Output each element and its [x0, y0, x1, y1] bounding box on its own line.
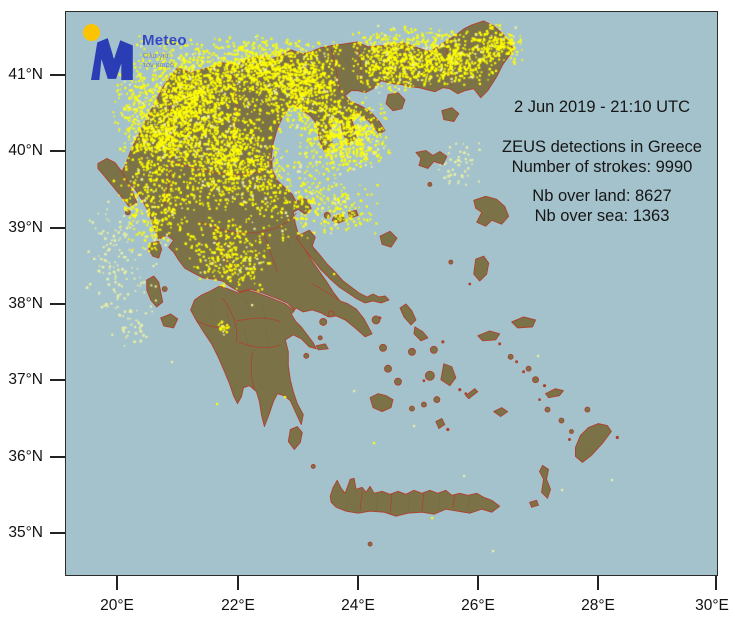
latitude-label: 40°N: [8, 142, 43, 159]
longitude-label: 22°E: [221, 597, 255, 614]
latitude-label: 39°N: [8, 219, 43, 236]
lat-tick-37: [50, 379, 65, 381]
longitude-label: 20°E: [100, 597, 134, 614]
lon-tick-28: [597, 576, 599, 590]
lat-tick-41: [50, 74, 65, 76]
longitude-label: 24°E: [341, 597, 375, 614]
lon-tick-24: [357, 576, 359, 590]
sea-count-text: Nb over sea: 1363: [534, 207, 670, 225]
lat-tick-38: [50, 303, 65, 305]
latitude-label: 36°N: [8, 448, 43, 465]
red-islets: [378, 282, 619, 441]
lon-tick-30: [715, 576, 717, 590]
latitude-label: 41°N: [8, 66, 43, 83]
longitude-label: 26°E: [461, 597, 495, 614]
logo-brand-text: Meteo: [142, 32, 187, 49]
datetime-text: 2 Jun 2019 - 21:10 UTC: [513, 98, 691, 116]
latitude-label: 35°N: [8, 524, 43, 541]
greece-map-panel: Meteo Όλα για τον καιρό 2 Jun 2019 - 21:…: [65, 11, 719, 577]
meteo-logo: Meteo Όλα για τον καιρό: [79, 19, 219, 87]
lat-tick-39: [50, 227, 65, 229]
lon-tick-20: [116, 576, 118, 590]
lat-tick-40: [50, 150, 65, 152]
latitude-label: 38°N: [8, 295, 43, 312]
latitude-label: 37°N: [8, 371, 43, 388]
lon-tick-22: [237, 576, 239, 590]
logo-tagline: Όλα για τον καιρό: [143, 51, 174, 69]
lon-tick-26: [477, 576, 479, 590]
logo-tagline-line1: Όλα για: [143, 51, 169, 60]
crete-island: [329, 477, 501, 517]
detections-title: ZEUS detections in Greece: [502, 138, 702, 156]
longitude-label: 28°E: [581, 597, 615, 614]
land-count-text: Nb over land: 8627: [532, 187, 672, 205]
longitude-label: 30°E: [695, 597, 729, 614]
strokes-count-text: Number of strokes: 9990: [511, 158, 693, 176]
lat-tick-36: [50, 456, 65, 458]
logo-tagline-line2: τον καιρό: [143, 59, 174, 69]
logo-m-icon: [91, 38, 133, 80]
logo-sun-icon: [83, 24, 100, 41]
lat-tick-35: [50, 532, 65, 534]
